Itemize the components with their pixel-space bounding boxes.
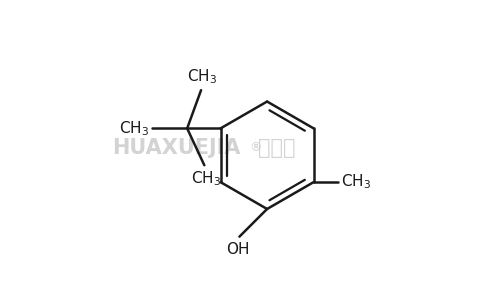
Text: HUAXUEJIA: HUAXUEJIA [112,138,240,158]
Text: ®: ® [250,141,262,155]
Text: 化学加: 化学加 [258,138,296,158]
Text: CH$_3$: CH$_3$ [341,173,371,192]
Text: CH$_3$: CH$_3$ [191,170,221,188]
Text: CH$_3$: CH$_3$ [187,67,217,86]
Text: OH: OH [226,242,250,257]
Text: CH$_3$: CH$_3$ [119,119,149,138]
